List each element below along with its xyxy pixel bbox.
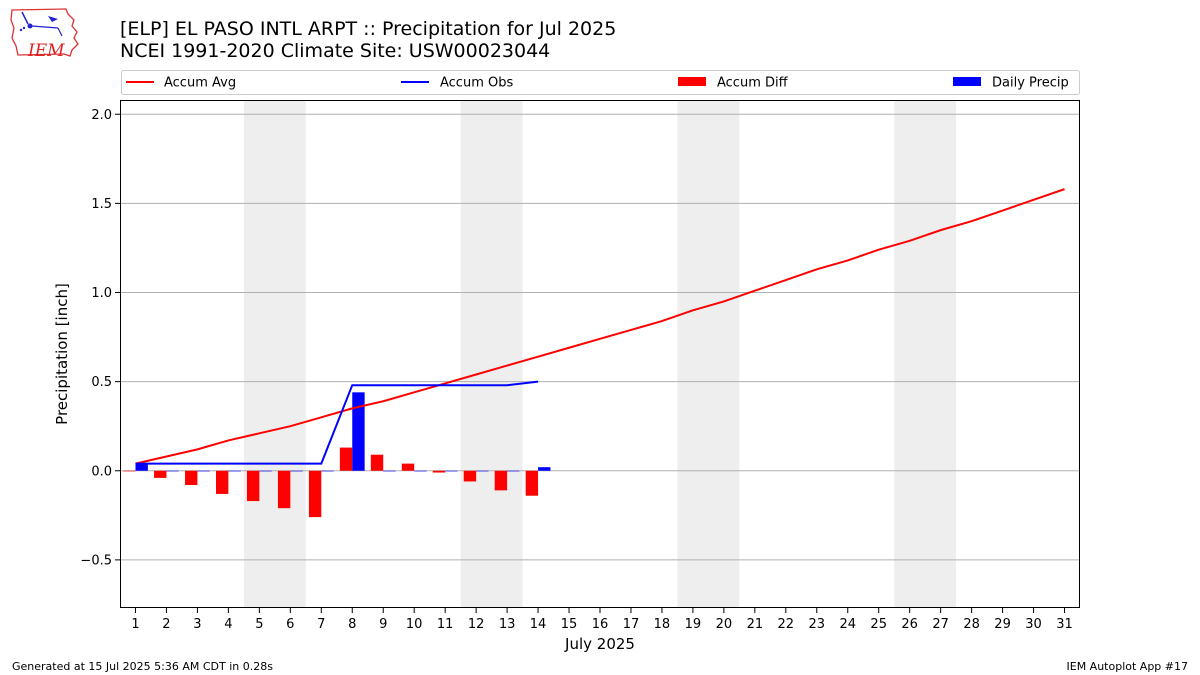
legend-label-daily-precip: Daily Precip [992,76,1069,91]
x-tick-label: 1 [131,617,139,632]
x-tick-label: 4 [224,617,232,632]
accum-obs-line [135,380,539,465]
iem-logo: IEM [8,6,82,64]
x-tick-label: 31 [1056,617,1073,632]
y-tick-label: 2.0 [91,108,112,123]
iowa-state-outline-icon [10,8,79,57]
x-tick-label: 23 [809,617,826,632]
chart-title: [ELP] EL PASO INTL ARPT :: Precipitation… [120,18,617,40]
x-tick-label: 3 [193,617,201,632]
x-tick-label: 19 [685,617,702,632]
legend-swatch-accum-diff [678,77,706,86]
accum-diff-bar [308,470,322,518]
accum-diff-bar [494,470,508,491]
y-tick-label: 0.5 [91,375,112,390]
daily-precip-bar [228,470,241,472]
x-tick-label: 2 [162,617,170,632]
accum-diff-bar [463,470,477,482]
x-axis-label: July 2025 [564,635,635,653]
x-tick-label: 11 [437,617,454,632]
daily-precip-bar [538,467,551,471]
daily-precip-bar [197,470,210,472]
legend: Accum Avg Accum Obs Accum Diff Daily Pre… [121,70,1080,95]
accum-diff-bar [277,470,291,509]
x-tick-label: 13 [499,617,516,632]
x-tick-label: 10 [406,617,423,632]
weekend-shade-1 [243,100,306,608]
legend-label-accum-obs: Accum Obs [440,76,513,91]
x-tick-label: 6 [286,617,294,632]
daily-precip-bar [383,470,396,472]
daily-precip-bar [476,470,489,472]
plot-frame [120,100,1080,608]
daily-precip-bar [135,463,148,471]
x-tick-label: 7 [317,617,325,632]
accum-diff-bar [432,470,446,473]
daily-precip-bar [259,470,272,472]
accum-diff-bar [525,470,539,496]
accum-diff-bar [370,454,384,471]
weekend-shade-3 [677,100,740,608]
x-tick-label: 30 [1025,617,1042,632]
legend-swatch-daily-precip [953,77,981,86]
x-tick-label: 16 [592,617,609,632]
daily-precip-bar [290,470,303,472]
daily-precip-bar [507,470,520,472]
x-tick-label: 18 [654,617,671,632]
x-tick-label: 25 [870,617,887,632]
chart-subtitle: NCEI 1991-2020 Climate Site: USW00023044 [120,40,551,62]
x-tick-label: 5 [255,617,263,632]
x-tick-label: 28 [963,617,980,632]
daily-precip-bar [445,470,458,472]
legend-label-accum-diff: Accum Diff [717,76,789,91]
accum-diff-bar [123,470,136,472]
weekend-shade-2 [460,100,523,608]
y-tick-label: 1.5 [91,197,112,212]
x-tick-label: 14 [530,617,547,632]
y-tick-label: −0.5 [80,553,112,568]
weekend-shade-4 [894,100,957,608]
footer-app: IEM Autoplot App #17 [1066,660,1189,673]
x-tick-label: 26 [901,617,918,632]
footer-generated: Generated at 15 Jul 2025 5:36 AM CDT in … [12,660,273,673]
y-tick-label: 1.0 [91,286,112,301]
x-tick-label: 9 [379,617,387,632]
legend-label-accum-avg: Accum Avg [164,76,236,91]
y-axis-label: Precipitation [inch] [53,283,71,425]
logo-text: IEM [28,41,65,61]
daily-precip-bar [414,470,427,472]
x-tick-label: 17 [623,617,640,632]
accum-diff-bar [216,470,229,494]
x-tick-label: 27 [932,617,949,632]
x-tick-label: 22 [778,617,795,632]
x-tick-label: 21 [747,617,764,632]
x-tick-label: 8 [348,617,356,632]
daily-precip-bar [352,392,365,471]
x-tick-label: 24 [839,617,856,632]
daily-precip-bar [321,470,334,472]
accum-diff-bar [185,470,198,486]
accum-diff-bar [246,470,260,502]
accum-diff-bar [401,463,415,471]
accum-avg-line [135,188,1065,465]
x-tick-label: 20 [716,617,733,632]
accum-diff-bar [339,447,353,471]
x-tick-label: 15 [561,617,578,632]
accum-diff-bar [154,470,167,478]
x-tick-label: 29 [994,617,1011,632]
daily-precip-bar [166,470,179,472]
x-tick-label: 12 [468,617,485,632]
y-tick-label: 0.0 [91,464,112,479]
